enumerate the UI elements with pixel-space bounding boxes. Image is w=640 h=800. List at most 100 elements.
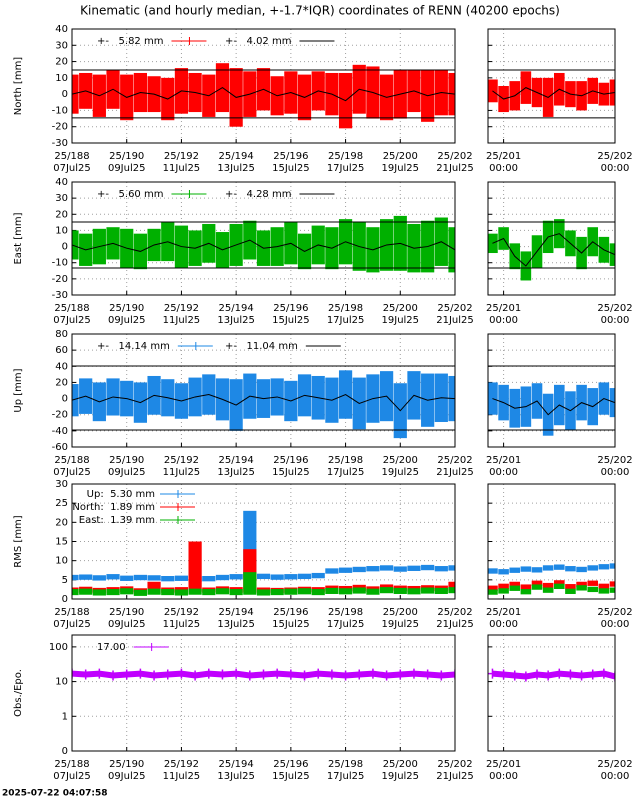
- x-tick-label: 25/198: [328, 303, 363, 314]
- range-bar: [284, 574, 298, 580]
- plot-area: [488, 668, 615, 682]
- x-tick-label: 25/200: [383, 303, 418, 314]
- range-bar: [325, 587, 339, 594]
- range-bar: [488, 585, 498, 591]
- range-bar: [202, 576, 216, 582]
- x-tick-sublabel: 00:00: [489, 315, 518, 326]
- x-tick-label: 25/201: [486, 151, 521, 162]
- x-tick-sublabel: 15Jul25: [272, 163, 310, 174]
- x-tick-label: 25/196: [273, 607, 308, 618]
- x-tick-label: 25/198: [328, 607, 363, 618]
- plot-area: [72, 370, 455, 439]
- y-axis-label: Up [mm]: [13, 368, 24, 412]
- y-tick-label: 0: [62, 394, 68, 405]
- x-tick-sublabel: 07Jul25: [53, 619, 91, 630]
- range-bar: [520, 589, 532, 595]
- range-bar: [174, 589, 189, 596]
- range-bar: [161, 589, 175, 596]
- range-bar: [311, 589, 325, 596]
- y-axis-label: Obs./Epo.: [13, 669, 24, 717]
- point: [314, 668, 323, 679]
- range-bar: [531, 584, 543, 590]
- x-tick-sublabel: 07Jul25: [53, 467, 91, 478]
- y-tick-label: 40: [55, 24, 68, 35]
- range-bar: [147, 581, 161, 590]
- range-bar: [147, 588, 161, 595]
- range-bar: [542, 565, 554, 571]
- x-tick-sublabel: 19Jul25: [382, 163, 420, 174]
- range-bar: [448, 581, 455, 591]
- error-bar: [609, 243, 615, 266]
- range-bar: [554, 564, 565, 570]
- range-bar: [554, 580, 565, 586]
- range-bar: [520, 584, 532, 590]
- y-tick-label: 30: [55, 193, 68, 204]
- x-tick-label: 25/198: [328, 455, 363, 466]
- legend-symbol: [191, 342, 200, 350]
- range-bar: [338, 567, 353, 573]
- x-tick-sublabel: 09Jul25: [108, 619, 146, 630]
- range-bar: [92, 589, 106, 596]
- range-bar: [174, 575, 189, 581]
- range-bar: [120, 575, 134, 581]
- line-series: [72, 87, 455, 102]
- plot-frame: [487, 333, 616, 448]
- point: [409, 668, 418, 679]
- range-bar: [554, 583, 565, 589]
- x-tick-sublabel: 00:00: [489, 467, 518, 478]
- range-bar: [448, 587, 455, 594]
- x-tick-sublabel: 13Jul25: [217, 771, 255, 782]
- x-tick-sublabel: 07Jul25: [53, 771, 91, 782]
- x-tick-label: 25/192: [164, 607, 199, 618]
- plot-area: [488, 563, 615, 595]
- plot-frame: [71, 333, 456, 448]
- range-bar: [215, 588, 230, 595]
- range-bar: [488, 589, 498, 595]
- x-tick-label: 25/190: [109, 607, 144, 618]
- x-tick-sublabel: 00:00: [601, 619, 630, 630]
- figure-title: Kinematic (and hourly median, +-1.7*IQR)…: [80, 4, 560, 18]
- point: [191, 670, 200, 681]
- legend-symbol: [147, 643, 156, 651]
- range-bar: [565, 566, 576, 572]
- range-bar: [531, 567, 543, 573]
- x-tick-label: 25/202: [597, 607, 632, 618]
- x-tick-sublabel: 17Jul25: [327, 163, 365, 174]
- range-bar: [229, 574, 243, 580]
- x-tick-label: 25/200: [383, 759, 418, 770]
- plot-frame: [487, 634, 616, 752]
- y-axis-label: RMS [mm]: [13, 515, 24, 567]
- x-tick-label: 25/188: [54, 151, 89, 162]
- point: [232, 668, 241, 679]
- x-tick-sublabel: 09Jul25: [108, 163, 146, 174]
- plot-area: [488, 71, 615, 117]
- range-bar: [297, 573, 312, 580]
- x-tick-sublabel: 13Jul25: [217, 315, 255, 326]
- range-bar: [531, 580, 543, 586]
- x-tick-label: 25/194: [219, 759, 254, 770]
- point: [327, 669, 336, 680]
- point: [451, 669, 455, 680]
- timestamp: 2025-07-22 04:07:58: [2, 789, 107, 799]
- point: [218, 669, 227, 680]
- point: [81, 669, 90, 680]
- range-bar: [256, 573, 271, 580]
- y-tick-label: 5: [62, 575, 68, 586]
- range-bar: [284, 588, 298, 595]
- range-bar: [380, 587, 394, 594]
- x-tick-sublabel: 19Jul25: [382, 771, 420, 782]
- range-bar: [576, 566, 587, 573]
- x-tick-label: 25/200: [383, 607, 418, 618]
- x-tick-sublabel: 17Jul25: [327, 315, 365, 326]
- range-bar: [498, 588, 509, 594]
- point: [555, 668, 564, 679]
- range-bar: [407, 588, 421, 595]
- range-bar: [509, 585, 521, 591]
- y-tick-label: 10: [55, 556, 68, 567]
- range-bar: [498, 569, 509, 575]
- plot-area: [488, 219, 615, 281]
- legend-label: Up: 5.30 mm: [87, 489, 155, 500]
- point: [163, 669, 172, 680]
